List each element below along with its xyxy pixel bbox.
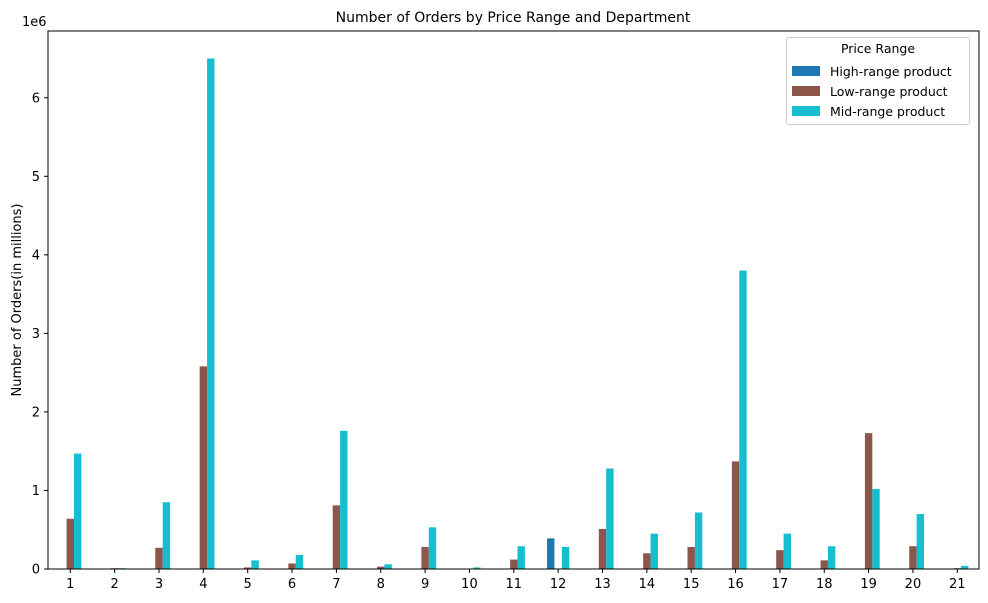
y-axis-ticks: 0 1 2 3 4 5 6 — [32, 91, 48, 578]
y-tick-label: 4 — [32, 248, 40, 263]
x-tick-label: 19 — [860, 577, 877, 592]
bar-mid-range-product-8 — [384, 564, 392, 569]
x-tick-label: 20 — [905, 577, 922, 592]
bar-high-range-product-12 — [547, 538, 555, 569]
bar-mid-range-product-19 — [872, 488, 880, 569]
plot-frame — [47, 30, 980, 570]
bar-mid-range-product-17 — [783, 533, 791, 569]
bar-mid-range-product-6 — [295, 554, 304, 569]
x-tick-label: 16 — [727, 577, 744, 592]
bar-mid-range-product-15 — [694, 512, 703, 569]
x-tick-label: 8 — [377, 577, 385, 592]
x-tick-label: 6 — [288, 577, 296, 592]
legend-swatch-high-range — [792, 66, 820, 76]
y-axis-offset-text: 1e6 — [22, 15, 47, 30]
y-tick-label: 1 — [32, 484, 40, 499]
x-tick-label: 3 — [155, 577, 163, 592]
bar-mid-range-product-9 — [428, 527, 437, 569]
legend: Price Range High-range product Low-range… — [786, 37, 970, 125]
x-tick-label: 12 — [550, 577, 567, 592]
x-tick-label: 13 — [594, 577, 611, 592]
x-tick-label: 11 — [506, 577, 523, 592]
bar-low-range-product-6 — [288, 563, 296, 569]
bar-low-range-product-13 — [598, 528, 607, 569]
y-axis-label: Number of Orders(in millions) — [10, 204, 25, 397]
bar-low-range-product-16 — [731, 461, 740, 569]
x-tick-label: 2 — [111, 577, 119, 592]
bar-mid-range-product-1 — [74, 453, 82, 569]
bar-mid-range-product-16 — [739, 270, 747, 569]
y-tick-label: 3 — [32, 327, 40, 342]
bar-low-range-product-9 — [421, 547, 429, 569]
bar-mid-range-product-5 — [251, 560, 259, 569]
legend-title: Price Range — [840, 41, 916, 56]
bar-low-range-product-18 — [820, 560, 828, 569]
bar-mid-range-product-18 — [827, 546, 836, 569]
x-tick-label: 15 — [683, 577, 700, 592]
y-tick-label: 6 — [32, 91, 40, 106]
bar-low-range-product-20 — [909, 546, 917, 569]
x-axis-ticks: 1 2 3 4 5 6 7 8 9 10 11 12 13 14 15 16 17 18 19 20 21 — [66, 569, 966, 592]
bar-low-range-product-14 — [643, 553, 651, 569]
bar-low-range-product-3 — [155, 547, 163, 569]
y-tick-label: 0 — [32, 563, 40, 578]
legend-swatch-mid-range — [792, 106, 820, 116]
legend-item-mid-range: Mid-range product — [792, 103, 945, 119]
bar-low-range-product-17 — [776, 550, 784, 569]
x-tick-label: 4 — [199, 577, 207, 592]
bar-mid-range-product-12 — [561, 547, 570, 569]
bar-mid-range-product-20 — [916, 514, 925, 569]
x-tick-label: 21 — [949, 577, 966, 592]
x-tick-label: 14 — [639, 577, 656, 592]
x-tick-label: 7 — [332, 577, 340, 592]
x-tick-label: 9 — [421, 577, 429, 592]
bar-mid-range-product-21 — [961, 565, 969, 569]
legend-label-high-range: High-range product — [830, 63, 952, 79]
bar-mid-range-product-10 — [473, 567, 481, 569]
legend-label-mid-range: Mid-range product — [830, 103, 946, 119]
bar-low-range-product-19 — [864, 433, 873, 569]
x-tick-label: 10 — [461, 577, 478, 592]
bar-low-range-product-4 — [199, 366, 208, 569]
legend-item-high-range: High-range product — [792, 63, 952, 79]
legend-label-low-range: Low-range product — [830, 83, 948, 99]
bar-mid-range-product-3 — [162, 502, 171, 569]
bar-mid-range-product-13 — [606, 468, 614, 569]
legend-item-low-range: Low-range product — [792, 83, 948, 99]
x-tick-label: 1 — [66, 577, 74, 592]
bars-group — [66, 58, 969, 570]
bar-low-range-product-11 — [510, 559, 518, 569]
x-tick-label: 17 — [772, 577, 789, 592]
chart-title: Number of Orders by Price Range and Depa… — [336, 10, 691, 26]
bar-low-range-product-5 — [244, 567, 252, 569]
y-tick-label: 2 — [32, 405, 40, 420]
bar-low-range-product-7 — [332, 505, 341, 569]
bar-mid-range-product-11 — [517, 546, 525, 569]
x-tick-label: 18 — [816, 577, 833, 592]
bar-low-range-product-1 — [66, 518, 74, 569]
bar-mid-range-product-7 — [340, 430, 348, 569]
x-tick-label: 5 — [244, 577, 252, 592]
bar-low-range-product-15 — [687, 547, 695, 569]
bar-mid-range-product-14 — [650, 533, 658, 569]
bar-mid-range-product-4 — [207, 58, 215, 570]
y-tick-label: 5 — [32, 170, 40, 185]
bar-low-range-product-8 — [377, 566, 385, 569]
legend-swatch-low-range — [792, 86, 820, 96]
